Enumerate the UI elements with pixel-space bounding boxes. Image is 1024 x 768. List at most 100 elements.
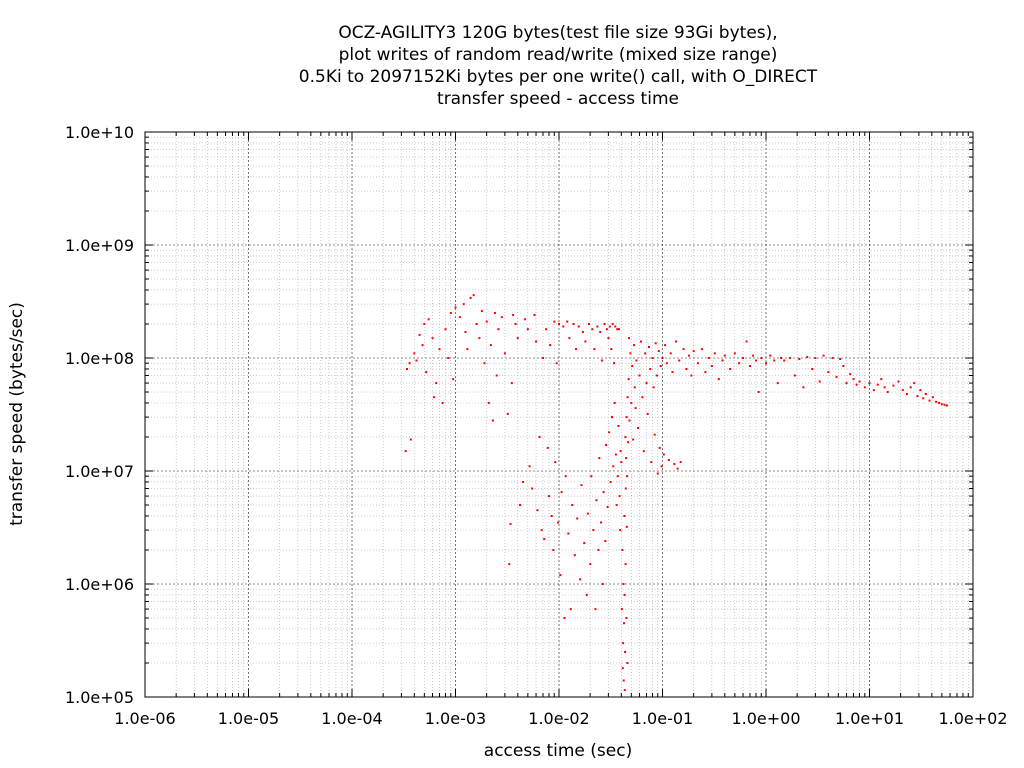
- y-tick-label: 1.0e+08: [65, 349, 134, 368]
- data-point: [608, 431, 611, 434]
- data-point: [798, 358, 801, 360]
- data-point: [571, 504, 574, 506]
- data-point: [568, 337, 571, 340]
- data-point: [760, 357, 763, 359]
- data-point: [495, 374, 498, 377]
- data-point: [880, 378, 883, 381]
- data-point: [616, 475, 619, 478]
- data-point: [651, 357, 654, 359]
- data-point: [497, 328, 500, 331]
- data-point: [413, 352, 416, 355]
- data-point: [814, 357, 817, 359]
- data-point: [536, 509, 539, 512]
- data-point: [773, 359, 776, 362]
- data-point: [584, 340, 587, 343]
- x-tick-label: 1.0e-02: [528, 709, 589, 728]
- x-tick-label: 1.0e+02: [938, 709, 1007, 728]
- data-point: [624, 436, 627, 438]
- data-point: [626, 396, 629, 399]
- data-point: [625, 457, 628, 460]
- data-point: [704, 371, 707, 374]
- title-line-2: plot writes of random read/write (mixed …: [339, 45, 778, 65]
- data-point: [605, 444, 608, 446]
- data-point: [648, 346, 650, 348]
- data-point: [682, 348, 685, 351]
- data-point: [872, 389, 875, 392]
- chart-title: OCZ-AGILITY3 120G bytes(test file size 9…: [299, 23, 818, 109]
- data-point: [632, 438, 635, 441]
- title-line-1: OCZ-AGILITY3 120G bytes(test file size 9…: [338, 23, 777, 43]
- data-point: [649, 368, 652, 370]
- data-point: [827, 371, 830, 374]
- x-axis-label: access time (sec): [484, 741, 632, 761]
- data-point: [478, 337, 481, 340]
- data-point: [615, 504, 618, 506]
- data-point: [620, 608, 623, 611]
- grid: [144, 131, 974, 698]
- data-point: [855, 383, 858, 386]
- data-point: [438, 348, 441, 351]
- data-point: [678, 359, 681, 362]
- data-point: [675, 340, 677, 343]
- data-point: [589, 563, 592, 566]
- data-point: [480, 310, 483, 313]
- x-tick-labels: 1.0e-06 1.0e-05 1.0e-04 1.0e-03 1.0e-02 1.0e-…: [114, 709, 1007, 728]
- data-point: [621, 667, 624, 670]
- data-point: [667, 459, 670, 461]
- data-point: [616, 328, 619, 331]
- data-point: [721, 359, 724, 362]
- data-point: [909, 386, 912, 389]
- data-point: [423, 323, 426, 325]
- data-point: [664, 344, 667, 347]
- data-point: [409, 438, 412, 441]
- data-point: [717, 378, 720, 381]
- data-point: [562, 325, 565, 328]
- data-point: [644, 352, 647, 355]
- data-point: [802, 386, 805, 389]
- data-point: [483, 362, 486, 365]
- data-point: [503, 352, 506, 355]
- data-point: [652, 386, 655, 389]
- data-point: [858, 380, 861, 383]
- data-point: [623, 622, 625, 625]
- data-point: [592, 529, 595, 532]
- data-point: [586, 512, 589, 515]
- data-point: [629, 352, 632, 355]
- y-tick-label: 1.0e+10: [65, 123, 134, 142]
- data-point: [458, 316, 461, 319]
- data-point: [630, 402, 633, 404]
- data-point: [662, 453, 665, 456]
- data-point: [514, 323, 517, 325]
- data-point: [508, 563, 511, 566]
- data-point: [627, 378, 630, 381]
- data-point: [404, 450, 407, 453]
- data-point: [654, 342, 657, 345]
- data-point: [612, 465, 615, 468]
- data-point: [464, 331, 467, 333]
- data-point: [594, 608, 597, 611]
- data-point: [622, 583, 625, 585]
- data-point: [733, 352, 736, 355]
- data-point: [619, 529, 622, 532]
- data-point: [580, 484, 583, 487]
- data-point: [945, 404, 948, 407]
- data-point: [657, 350, 660, 353]
- data-point: [466, 348, 469, 351]
- data-point: [564, 475, 567, 478]
- data-point: [427, 318, 430, 321]
- data-point: [876, 383, 879, 386]
- data-point: [560, 491, 563, 494]
- data-point: [598, 457, 601, 460]
- data-point: [576, 517, 579, 520]
- data-point: [788, 357, 791, 359]
- data-point: [656, 472, 659, 475]
- data-point: [685, 368, 688, 370]
- data-point: [780, 357, 783, 359]
- data-point: [940, 403, 943, 406]
- y-tick-label: 1.0e+09: [65, 236, 134, 255]
- data-point: [634, 407, 637, 410]
- data-point: [548, 495, 550, 498]
- data-point: [679, 461, 682, 464]
- data-point: [538, 436, 541, 438]
- data-point: [619, 450, 622, 453]
